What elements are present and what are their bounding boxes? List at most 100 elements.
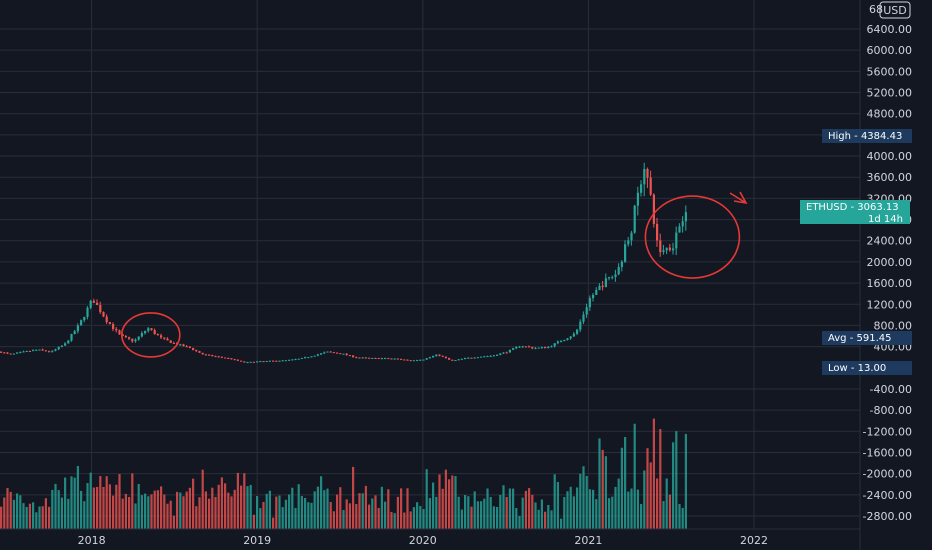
volume-bar	[35, 512, 38, 529]
candle-body	[252, 361, 255, 363]
candle-body	[275, 360, 278, 362]
volume-bar	[646, 448, 649, 529]
annotation-arrow	[729, 191, 748, 205]
y-tick-label: 5600.00	[867, 65, 913, 78]
candle-body	[502, 352, 505, 354]
volume-bar	[3, 497, 6, 529]
y-tick-label: -2000.00	[863, 468, 912, 481]
candle-body	[403, 359, 406, 361]
volume-bar	[99, 476, 102, 529]
volume-bar	[227, 492, 230, 529]
volume-bar	[352, 466, 355, 529]
candle-body	[80, 320, 83, 326]
volume-bar	[544, 511, 547, 529]
candle-body	[320, 353, 323, 355]
candle-body	[454, 360, 457, 362]
candlesticks	[0, 162, 687, 364]
candle-body	[601, 285, 604, 288]
volume-bar	[464, 494, 467, 529]
candle-body	[307, 357, 310, 359]
candle-body	[256, 361, 259, 363]
volume-bar	[38, 506, 41, 529]
volume-bar	[124, 493, 127, 529]
candle-body	[633, 205, 636, 233]
volume-bar	[633, 423, 636, 529]
volume-bar	[339, 487, 342, 529]
volume-bar	[566, 491, 569, 529]
candle-body	[464, 358, 467, 360]
candle-body	[636, 192, 639, 206]
candle-body	[278, 360, 281, 362]
volume-bar	[294, 507, 297, 529]
volume-bar	[668, 494, 671, 529]
annotations	[121, 191, 748, 358]
volume-bar	[547, 504, 550, 529]
candle-body	[345, 353, 348, 356]
x-tick-label: 2020	[409, 534, 437, 547]
candle-body	[524, 346, 527, 348]
currency-badge[interactable]: USD	[879, 1, 911, 19]
candle-body	[563, 339, 566, 342]
volume-bar	[582, 466, 585, 529]
candle-body	[73, 331, 76, 335]
candle-body	[377, 358, 380, 360]
candle-body	[131, 338, 134, 342]
volume-bar	[48, 506, 51, 529]
candle-body	[224, 357, 227, 359]
candle-body	[592, 294, 595, 299]
volume-bar	[371, 498, 374, 529]
candle-body	[630, 232, 633, 241]
candle-body	[649, 177, 652, 195]
volume-bar	[614, 486, 617, 529]
volume-bar	[131, 473, 134, 529]
candle-body	[339, 353, 342, 355]
volume-bar	[265, 493, 268, 529]
candle-body	[99, 305, 102, 313]
volume-bar	[70, 476, 73, 529]
y-tick-label: -2800.00	[863, 510, 912, 523]
volume-bar	[672, 442, 675, 529]
candle-body	[656, 223, 659, 241]
volume-bar	[416, 502, 419, 529]
candle-body	[243, 361, 246, 363]
volume-bar	[428, 498, 431, 529]
volume-bar	[355, 504, 358, 529]
volume-bar	[560, 518, 563, 529]
volume-bar	[304, 498, 307, 529]
volume-bar	[675, 431, 678, 529]
candle-body	[92, 300, 95, 303]
candle-body	[515, 346, 518, 349]
candle-body	[672, 248, 675, 251]
volume-bar	[332, 511, 335, 529]
candle-body	[374, 357, 377, 359]
volume-bar	[563, 497, 566, 529]
candle-body	[550, 346, 553, 348]
volume-bar	[368, 504, 371, 529]
volume-bar	[156, 490, 159, 529]
candle-body	[665, 247, 668, 251]
volume-bar	[217, 484, 220, 529]
volume-bar	[400, 488, 403, 529]
candle-body	[0, 351, 3, 353]
candle-body	[390, 358, 393, 360]
candle-body	[547, 346, 550, 348]
volume-bar	[297, 484, 300, 529]
annotation-circle-2021	[644, 195, 741, 279]
volume-bar	[259, 508, 262, 529]
volume-bar	[96, 486, 99, 529]
high-marker-label: High - 4384.43	[828, 131, 902, 142]
volume-bar	[441, 488, 444, 529]
candle-body	[684, 212, 687, 222]
candle-body	[192, 347, 195, 351]
volume-bar	[246, 486, 249, 529]
volume-bar	[166, 503, 169, 529]
volume-bar	[467, 496, 470, 529]
candle-body	[576, 329, 579, 334]
candle-body	[675, 232, 678, 249]
volume-bar	[406, 488, 409, 529]
candle-body	[348, 355, 351, 357]
candle-body	[444, 356, 447, 359]
candle-body	[25, 351, 28, 353]
